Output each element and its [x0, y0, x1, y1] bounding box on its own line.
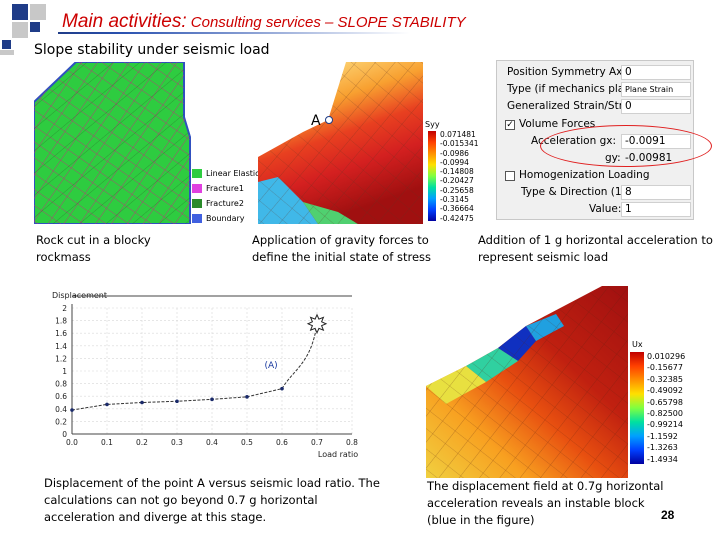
- decorative-square: [0, 50, 14, 55]
- displacement-chart: 0 0.2 0.4 0.6 0.8 1 1.2 1.4 1.6 1.8 2 0.0 0.1 0.2 0.3 0…: [46, 288, 368, 466]
- decorative-square: [12, 4, 28, 20]
- syy-colorbar-title: Syy: [425, 120, 440, 129]
- title-main: Main activities:: [62, 11, 187, 32]
- decorative-square: [12, 22, 28, 38]
- rock-cut-mesh-figure: [34, 62, 252, 224]
- figure2-caption: Application of gravity forces to define …: [252, 233, 432, 264]
- figure1-caption: Rock cut in a blocky rockmass: [36, 233, 151, 264]
- data-point: [175, 399, 179, 404]
- homogenization-checkbox[interactable]: [505, 171, 515, 181]
- y-tick-label: 2: [62, 304, 67, 313]
- chart-caption: Displacement of the point A versus seism…: [44, 476, 380, 524]
- data-point: [105, 402, 109, 407]
- y-tick-label: 0.6: [55, 392, 67, 401]
- stress-field-figure: [258, 62, 423, 224]
- data-point: [140, 400, 144, 405]
- y-tick-label: 0: [62, 430, 67, 439]
- data-point: [245, 395, 249, 399]
- y-tick-label: 0.2: [55, 417, 67, 426]
- figure3-caption: Addition of 1 g horizontal acceleration …: [478, 233, 713, 264]
- y-tick-label: 1.2: [55, 354, 67, 363]
- figure4-caption: The displacement field at 0.7g horizonta…: [427, 479, 664, 527]
- value-field[interactable]: 1: [621, 202, 691, 217]
- y-tick-label: 0.8: [55, 380, 67, 389]
- data-point: [280, 386, 284, 391]
- x-tick-label: 0.5: [241, 438, 253, 447]
- y-tick-label: 1: [62, 367, 67, 376]
- decorative-square: [30, 4, 46, 20]
- title-sub: Consulting services – SLOPE STABILITY: [186, 14, 466, 31]
- syy-colorbar-labels: 0.071481 -0.015341 -0.0986 -0.0994 -0.14…: [440, 130, 479, 223]
- ux-colorbar: [630, 352, 644, 464]
- title-bar: [58, 32, 698, 34]
- syy-colorbar: [428, 131, 436, 221]
- decorative-square: [30, 22, 40, 32]
- symmetry-axis-field[interactable]: 0: [621, 65, 691, 80]
- ux-colorbar-labels: 0.010296 -0.15677 -0.32385 -0.49092 -0.6…: [647, 352, 686, 464]
- x-tick-label: 0.8: [346, 438, 358, 447]
- data-point: [70, 408, 74, 412]
- x-axis-label: Load ratio: [318, 450, 358, 459]
- chart-svg: 0 0.2 0.4 0.6 0.8 1 1.2 1.4 1.6 1.8 2 0.0 0.1 0.2 0.3 0…: [46, 288, 368, 466]
- x-tick-label: 0.0: [66, 438, 78, 447]
- chart-annotation: (A): [265, 361, 278, 371]
- page-number: 28: [661, 508, 675, 522]
- data-point: [210, 397, 214, 402]
- volume-forces-checkbox[interactable]: ✓: [505, 120, 515, 130]
- divergence-marker: [306, 313, 328, 335]
- y-tick-label: 0.4: [55, 405, 67, 414]
- x-tick-label: 0.6: [276, 438, 288, 447]
- chart-title: Displacement: [52, 291, 107, 300]
- page-title: Main activities: Consulting services – S…: [62, 11, 466, 33]
- x-tick-label: 0.1: [101, 438, 113, 447]
- y-tick-label: 1.4: [55, 342, 67, 351]
- point-a-marker: [325, 116, 333, 124]
- plane-type-select[interactable]: Plane Strain: [621, 82, 691, 97]
- chart-background: [46, 288, 368, 466]
- acceleration-highlight: [540, 125, 712, 167]
- page-subtitle: Slope stability under seismic load: [34, 42, 270, 58]
- x-tick-label: 0.3: [171, 438, 183, 447]
- ux-colorbar-title: Ux: [632, 340, 643, 349]
- x-tick-label: 0.7: [311, 438, 323, 447]
- x-tick-label: 0.2: [136, 438, 148, 447]
- displacement-field-figure: [426, 286, 628, 478]
- generalized-strain-field[interactable]: 0: [621, 99, 691, 114]
- y-tick-label: 1.8: [55, 317, 67, 326]
- point-a-label: A: [311, 113, 321, 129]
- x-tick-label: 0.4: [206, 438, 218, 447]
- type-direction-field[interactable]: 8: [621, 185, 691, 200]
- y-tick-label: 1.6: [55, 329, 67, 338]
- decorative-square: [2, 40, 11, 49]
